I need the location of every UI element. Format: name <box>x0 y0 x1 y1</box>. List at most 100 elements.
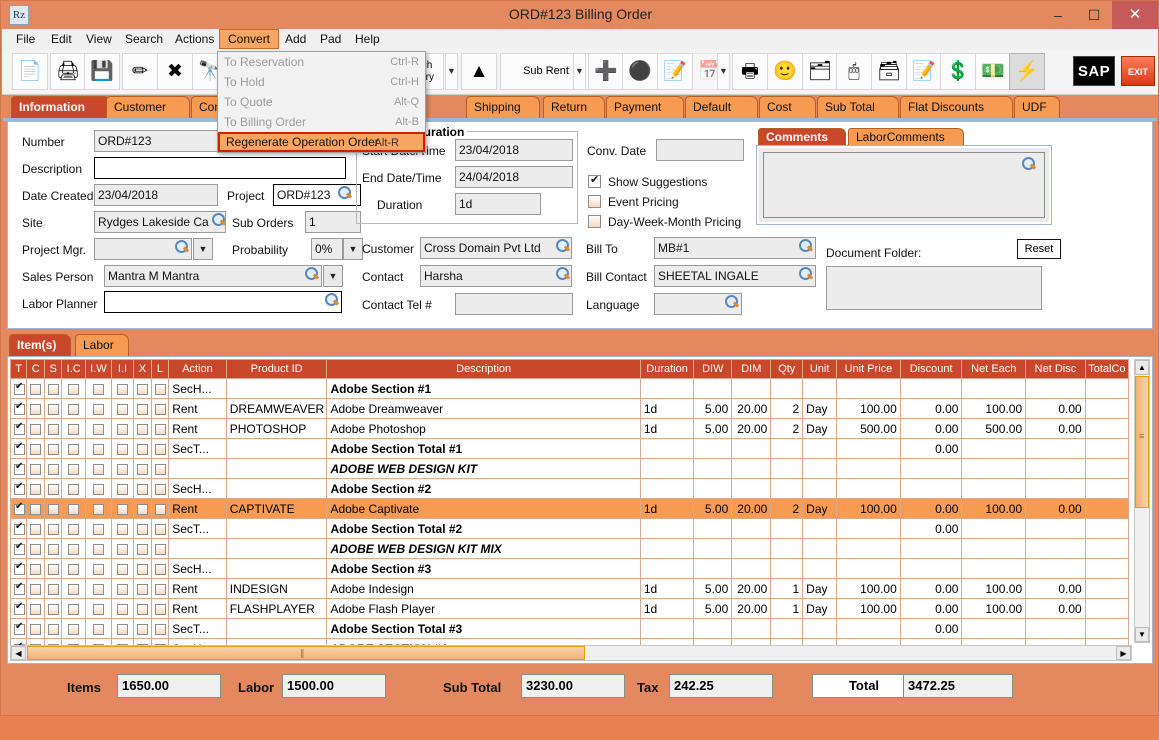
group-help-icon[interactable]: ⚫ <box>622 53 658 90</box>
checkbox-icon[interactable] <box>47 383 59 395</box>
column-header-unit-price[interactable]: Unit Price <box>836 359 901 379</box>
checkbox-icon[interactable] <box>116 543 128 555</box>
checkbox-icon[interactable] <box>68 523 80 535</box>
menu-convert[interactable]: Convert <box>219 29 280 49</box>
cell-net-disc[interactable] <box>1025 538 1086 559</box>
checkbox-icon[interactable] <box>116 623 128 635</box>
row-checkbox-cell[interactable] <box>43 458 63 479</box>
cell-unit-price[interactable] <box>836 458 901 479</box>
checkbox-icon[interactable] <box>116 403 128 415</box>
row-checkbox-cell[interactable] <box>9 418 28 439</box>
row-checkbox-cell[interactable] <box>26 618 45 639</box>
cell-duration[interactable] <box>639 378 695 399</box>
smiley-icon[interactable]: 🙂 <box>767 53 803 90</box>
tab-shipping[interactable]: Shipping <box>466 96 540 118</box>
cell-diw[interactable]: 5.00 <box>693 598 733 619</box>
checkbox-icon[interactable] <box>137 383 149 395</box>
checkbox-icon[interactable] <box>116 443 128 455</box>
cell-unit-price[interactable]: 100.00 <box>836 578 901 599</box>
row-checkbox-cell[interactable] <box>150 398 170 419</box>
cell-duration[interactable] <box>639 478 695 499</box>
save-icon[interactable]: 💾 <box>84 53 120 90</box>
checkbox-icon[interactable] <box>137 403 149 415</box>
tab-items[interactable]: Item(s) <box>9 334 71 356</box>
checkbox-icon[interactable] <box>47 543 59 555</box>
folder-clock-icon[interactable]: 🗂 <box>802 53 838 90</box>
scroll-left-button[interactable]: ◀ <box>11 646 26 660</box>
checkbox-icon[interactable] <box>14 501 25 515</box>
tab-labor-comments[interactable]: LaborComments <box>848 128 964 147</box>
row-checkbox-cell[interactable] <box>61 538 86 559</box>
row-checkbox-cell[interactable] <box>150 578 170 599</box>
row-checkbox-cell[interactable] <box>9 578 28 599</box>
horizontal-scrollbar-thumb[interactable]: ∥ <box>27 646 585 660</box>
checkbox-icon[interactable] <box>116 503 128 515</box>
checkbox-icon[interactable] <box>47 463 59 475</box>
cell-description[interactable]: Adobe Section #2 <box>326 478 641 499</box>
database-icon[interactable]: 🗃 <box>871 53 907 90</box>
tab-udf[interactable]: UDF <box>1014 96 1060 118</box>
cell-unit[interactable] <box>802 618 838 639</box>
cell-total-cost[interactable] <box>1084 378 1130 399</box>
cell-discount[interactable]: 0.00 <box>899 498 963 519</box>
checkbox-icon[interactable] <box>137 603 149 615</box>
row-checkbox-cell[interactable] <box>133 558 152 579</box>
scroll-right-button[interactable]: ▶ <box>1116 646 1131 660</box>
row-checkbox-cell[interactable] <box>26 558 45 579</box>
row-checkbox-cell[interactable] <box>150 618 170 639</box>
row-checkbox-cell[interactable] <box>133 378 152 399</box>
money-forward-icon[interactable]: 💲 <box>940 53 976 90</box>
row-checkbox-cell[interactable] <box>133 498 152 519</box>
cell-description[interactable]: Adobe Photoshop <box>326 418 641 439</box>
cell-qty[interactable] <box>770 458 804 479</box>
cell-discount[interactable] <box>899 538 963 559</box>
checkbox-icon[interactable] <box>14 581 25 595</box>
power-flash-icon[interactable]: ⚡ <box>1009 53 1045 90</box>
show-suggestions-checkbox[interactable] <box>588 173 601 188</box>
scroll-up-button[interactable]: ▲ <box>1135 360 1149 375</box>
checkbox-icon[interactable] <box>68 543 80 555</box>
checkbox-icon[interactable] <box>116 383 128 395</box>
probability-dropdown-arrow[interactable]: ▼ <box>343 238 363 260</box>
cell-product-id[interactable]: FLASHPLAYER <box>225 598 328 619</box>
row-checkbox-cell[interactable] <box>9 618 28 639</box>
cell-dim[interactable]: 20.00 <box>731 598 772 619</box>
row-checkbox-cell[interactable] <box>9 598 28 619</box>
column-header-qty[interactable]: Qty <box>770 359 804 379</box>
project-mgr-search-icon[interactable] <box>174 239 190 255</box>
cell-duration[interactable] <box>639 438 695 459</box>
cell-net-disc[interactable] <box>1025 438 1086 459</box>
checkbox-icon[interactable] <box>92 563 104 575</box>
row-checkbox-cell[interactable] <box>9 378 28 399</box>
checkbox-icon[interactable] <box>154 383 166 395</box>
menu-search[interactable]: Search <box>125 32 164 46</box>
menu-file[interactable]: File <box>16 32 36 46</box>
document-folder-field[interactable] <box>826 266 1042 310</box>
project-search-icon[interactable] <box>337 185 353 201</box>
row-checkbox-cell[interactable] <box>26 538 45 559</box>
cell-description[interactable]: Adobe Captivate <box>326 498 641 519</box>
row-checkbox-cell[interactable] <box>110 478 135 499</box>
checkbox-icon[interactable] <box>154 623 166 635</box>
conv-date-field[interactable] <box>656 139 744 161</box>
checkbox-icon[interactable] <box>92 443 104 455</box>
row-checkbox-cell[interactable] <box>26 438 45 459</box>
row-checkbox-cell[interactable] <box>150 378 170 399</box>
row-checkbox-cell[interactable] <box>26 498 45 519</box>
cell-duration[interactable] <box>639 518 695 539</box>
checkbox-icon[interactable] <box>30 483 42 495</box>
cell-net-each[interactable]: 100.00 <box>961 398 1027 419</box>
cell-total-cost[interactable] <box>1084 538 1130 559</box>
row-checkbox-cell[interactable] <box>110 498 135 519</box>
maximize-button[interactable]: ☐ <box>1087 7 1101 23</box>
vertical-scrollbar[interactable]: ▲ ≡ ▼ <box>1134 359 1150 643</box>
cell-action[interactable]: SecT... <box>168 518 227 539</box>
checkbox-icon[interactable] <box>47 403 59 415</box>
cell-duration[interactable] <box>639 538 695 559</box>
checkbox-icon[interactable] <box>30 523 42 535</box>
cell-net-each[interactable]: 100.00 <box>961 578 1027 599</box>
comments-search-icon[interactable] <box>1021 156 1037 172</box>
row-checkbox-cell[interactable] <box>43 498 63 519</box>
cell-product-id[interactable]: DREAMWEAVER <box>225 398 328 419</box>
